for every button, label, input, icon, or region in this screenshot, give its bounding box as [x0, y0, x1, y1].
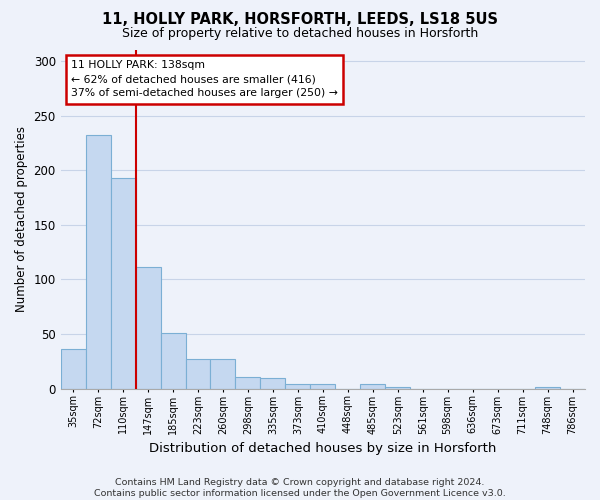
Bar	[86, 135, 110, 388]
Bar	[161, 333, 185, 388]
X-axis label: Distribution of detached houses by size in Horsforth: Distribution of detached houses by size …	[149, 442, 497, 455]
Bar	[535, 386, 560, 388]
Text: Contains HM Land Registry data © Crown copyright and database right 2024.
Contai: Contains HM Land Registry data © Crown c…	[94, 478, 506, 498]
Bar	[235, 376, 260, 388]
Bar	[260, 378, 286, 388]
Bar	[286, 384, 310, 388]
Bar	[61, 350, 86, 389]
Bar	[136, 268, 161, 388]
Bar	[211, 359, 235, 388]
Text: 11 HOLLY PARK: 138sqm
← 62% of detached houses are smaller (416)
37% of semi-det: 11 HOLLY PARK: 138sqm ← 62% of detached …	[71, 60, 338, 98]
Y-axis label: Number of detached properties: Number of detached properties	[15, 126, 28, 312]
Bar	[185, 359, 211, 388]
Bar	[385, 386, 410, 388]
Bar	[110, 178, 136, 388]
Bar	[360, 384, 385, 388]
Bar	[310, 384, 335, 388]
Text: 11, HOLLY PARK, HORSFORTH, LEEDS, LS18 5US: 11, HOLLY PARK, HORSFORTH, LEEDS, LS18 5…	[102, 12, 498, 28]
Text: Size of property relative to detached houses in Horsforth: Size of property relative to detached ho…	[122, 28, 478, 40]
